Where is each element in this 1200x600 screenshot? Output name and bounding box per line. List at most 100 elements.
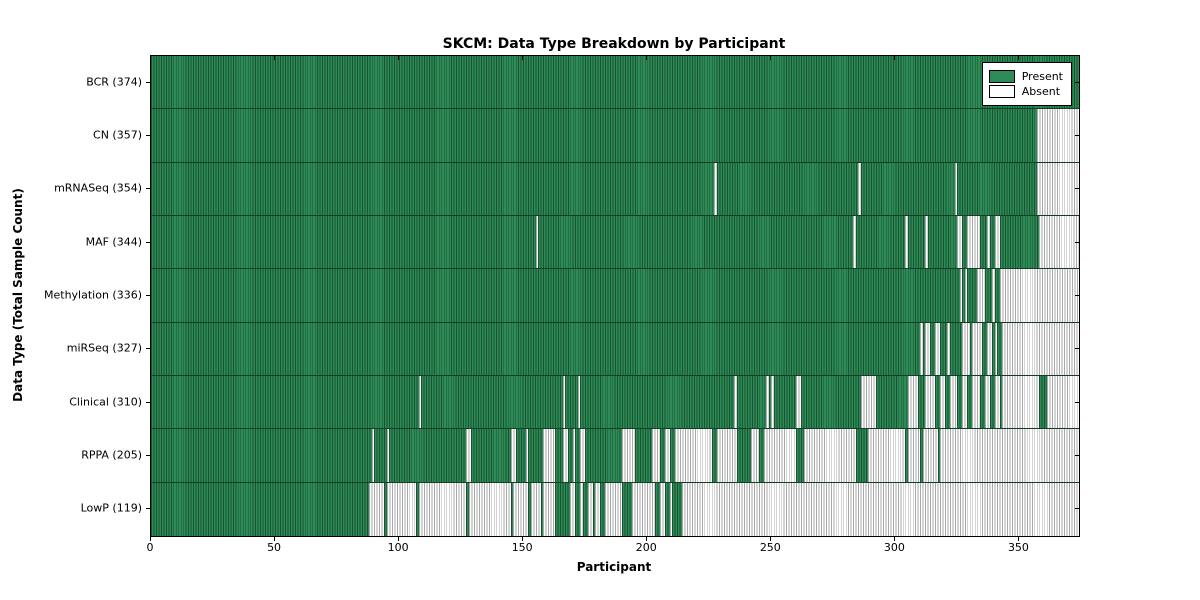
y-tick bbox=[1075, 295, 1079, 296]
absent-segment bbox=[947, 322, 950, 375]
absent-segment bbox=[763, 429, 797, 482]
present-segment bbox=[937, 429, 941, 482]
present-segment bbox=[575, 429, 581, 482]
absent-segment bbox=[371, 429, 375, 482]
present-segment bbox=[528, 429, 544, 482]
row-label: LowP (119) bbox=[80, 501, 142, 515]
present-segment bbox=[540, 482, 544, 536]
present-segment bbox=[949, 322, 963, 375]
present-segment bbox=[151, 429, 372, 482]
absent-segment bbox=[577, 376, 581, 429]
present-segment bbox=[927, 216, 958, 269]
absent-segment bbox=[734, 376, 737, 429]
absent-segment bbox=[766, 376, 769, 429]
absent-segment bbox=[587, 482, 593, 536]
absent-segment bbox=[664, 429, 670, 482]
x-tick bbox=[398, 56, 400, 60]
present-segment bbox=[634, 429, 653, 482]
absent-segment bbox=[935, 322, 941, 375]
present-segment bbox=[592, 482, 596, 536]
x-tick bbox=[770, 56, 772, 60]
absent-segment bbox=[957, 216, 963, 269]
present-segment bbox=[875, 376, 908, 429]
present-segment bbox=[555, 429, 563, 482]
x-tick-label: 350 bbox=[1007, 541, 1029, 554]
x-tick bbox=[150, 56, 151, 60]
y-tick bbox=[146, 241, 150, 243]
absent-segment bbox=[674, 429, 712, 482]
absent-segment bbox=[994, 376, 1000, 429]
present-segment bbox=[994, 269, 1000, 322]
absent-segment bbox=[570, 482, 576, 536]
absent-segment bbox=[925, 376, 936, 429]
absent-segment bbox=[972, 376, 980, 429]
absent-segment bbox=[605, 482, 623, 536]
absent-segment bbox=[1036, 162, 1079, 215]
y-tick bbox=[1075, 348, 1079, 350]
present-segment bbox=[659, 429, 665, 482]
legend-entry-absent: Absent bbox=[988, 85, 1063, 98]
absent-segment bbox=[1039, 216, 1079, 269]
present-segment bbox=[992, 322, 995, 375]
present-segment bbox=[716, 162, 859, 215]
row-LowP bbox=[151, 482, 1079, 536]
absent-segment bbox=[659, 482, 665, 536]
present-segment bbox=[940, 322, 948, 375]
present-segment bbox=[969, 322, 973, 375]
absent-segment bbox=[868, 429, 906, 482]
x-tick bbox=[522, 56, 524, 60]
present-segment bbox=[982, 322, 988, 375]
absent-segment bbox=[860, 376, 876, 429]
present-segment bbox=[920, 429, 923, 482]
absent-segment bbox=[940, 429, 1079, 482]
row-RPPA bbox=[151, 429, 1079, 483]
row-label: miRSeq (327) bbox=[66, 341, 142, 355]
y-tick bbox=[1075, 455, 1079, 456]
present-segment bbox=[997, 322, 1003, 375]
absent-segment bbox=[513, 482, 529, 536]
present-segment bbox=[957, 162, 1037, 215]
present-segment bbox=[962, 216, 968, 269]
absent-segment bbox=[962, 376, 968, 429]
absent-segment bbox=[535, 216, 539, 269]
y-tick bbox=[146, 295, 150, 296]
y-tick bbox=[1075, 135, 1079, 136]
x-tick bbox=[894, 56, 896, 60]
present-swatch bbox=[988, 70, 1015, 83]
absent-segment bbox=[994, 322, 998, 375]
present-segment bbox=[967, 376, 973, 429]
absent-segment bbox=[510, 429, 516, 482]
present-segment bbox=[999, 376, 1003, 429]
x-tick-label: 150 bbox=[511, 541, 533, 554]
row-Clinical bbox=[151, 376, 1079, 430]
present-segment bbox=[672, 482, 682, 536]
present-segment bbox=[600, 482, 606, 536]
y-tick bbox=[1075, 241, 1079, 243]
absent-segment bbox=[386, 482, 417, 536]
y-tick bbox=[146, 508, 150, 510]
x-tick bbox=[646, 537, 648, 541]
row-label: Methylation (336) bbox=[44, 288, 142, 302]
present-segment bbox=[151, 322, 921, 375]
absent-segment bbox=[1002, 322, 1079, 375]
absent-segment bbox=[858, 162, 861, 215]
absent-segment bbox=[954, 162, 958, 215]
x-tick bbox=[646, 56, 648, 60]
row-MAF bbox=[151, 216, 1079, 270]
row-BCR bbox=[151, 56, 1079, 110]
present-segment bbox=[773, 376, 797, 429]
y-tick bbox=[1075, 81, 1079, 83]
present-segment bbox=[935, 376, 941, 429]
present-segment bbox=[768, 376, 772, 429]
present-segment bbox=[855, 429, 869, 482]
absent-segment bbox=[959, 269, 963, 322]
present-segment bbox=[801, 376, 861, 429]
row-label: mRNASeq (354) bbox=[54, 181, 142, 195]
plot-area bbox=[150, 55, 1080, 537]
present-segment bbox=[860, 162, 955, 215]
x-tick bbox=[1018, 537, 1020, 541]
absent-segment bbox=[977, 269, 985, 322]
chart-title: SKCM: Data Type Breakdown by Participant bbox=[442, 36, 786, 52]
absent-segment bbox=[632, 482, 655, 536]
absent-segment bbox=[994, 216, 1000, 269]
